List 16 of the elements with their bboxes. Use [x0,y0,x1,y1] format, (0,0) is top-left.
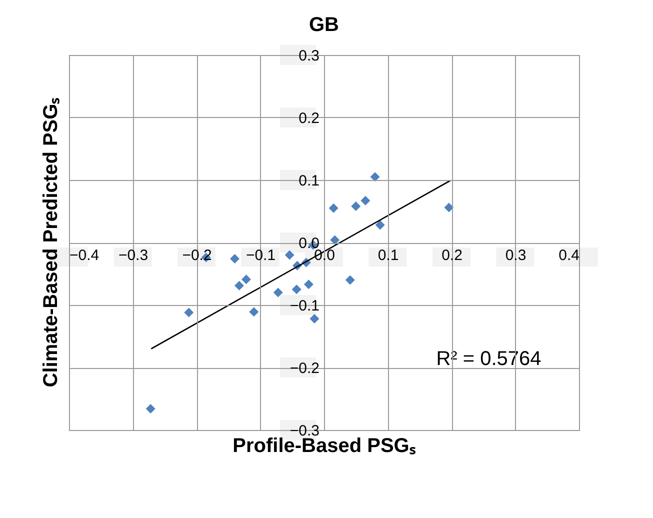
x-tick-label: 0.2 [442,247,462,264]
y-tick-label: 0.2 [298,110,320,127]
chart-title: GB [309,14,339,36]
y-tick-label: −0.2 [290,360,320,377]
x-tick-label: 0.0 [314,247,335,264]
y-axis-title: Climate-Based Predicted PSGₛ [40,96,62,388]
y-tick-label: 0.1 [298,172,320,190]
y-tick-label: 0.3 [298,48,320,64]
x-tick-label: 0.1 [378,247,399,264]
y-tick-label: −0.1 [290,298,320,314]
x-tick-label: 0.4 [558,247,580,264]
x-tick-label: −0.3 [118,247,148,264]
x-tick-label: −0.4 [70,247,100,264]
x-tick-label: 0.3 [505,247,526,264]
x-tick-label: −0.1 [246,247,276,264]
annotation: R² = 0.5764 [436,348,542,370]
